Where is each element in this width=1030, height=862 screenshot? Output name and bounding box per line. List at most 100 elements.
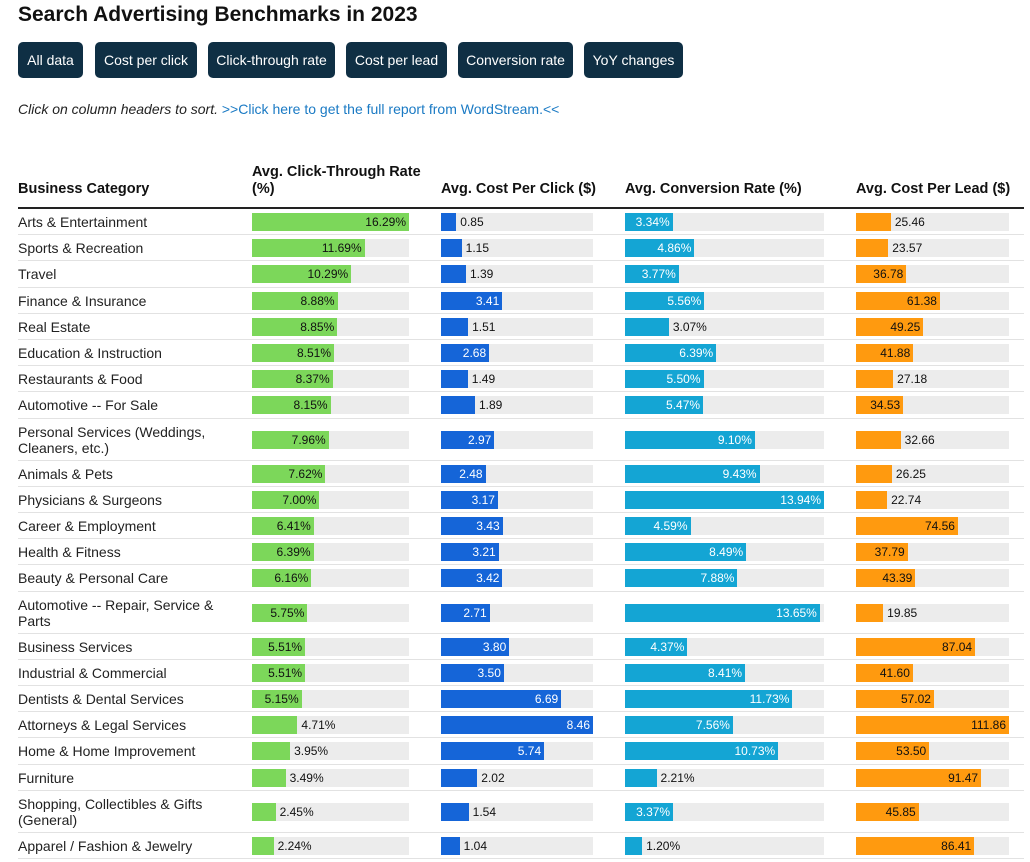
header-divider: [18, 207, 1024, 209]
cpc-bar: [441, 430, 495, 449]
cpl-value-label: 111.86: [971, 718, 1006, 733]
header-business-category[interactable]: Business Category: [18, 181, 150, 197]
cpl-bar: [856, 291, 940, 310]
conversion-rate-track: 9.43%: [625, 464, 824, 483]
cpc-track: 3.43: [441, 517, 593, 536]
filter-conversion-rate-button[interactable]: Conversion rate: [458, 42, 573, 78]
header-cpc[interactable]: Avg. Cost Per Click ($): [441, 181, 596, 197]
cpl-value-label: 43.39: [882, 571, 913, 586]
cpl-bar: [856, 370, 894, 389]
page-title: Search Advertising Benchmarks in 2023: [18, 3, 418, 26]
cpl-value-label: 91.47: [948, 770, 979, 785]
ctr-bar: [252, 836, 274, 855]
conversion-rate-value-label: 1.20%: [646, 838, 681, 853]
category-label: Attorneys & Legal Services: [18, 717, 187, 734]
ctr-track: 3.95%: [252, 742, 409, 761]
table-row: Health & Fitness 6.39% 3.21 8.49% 37.79: [0, 539, 1030, 566]
conversion-rate-value-label: 5.50%: [666, 372, 701, 387]
table-row: Career & Employment 6.41% 3.43 4.59% 74.56: [0, 513, 1030, 540]
conversion-rate-value-label: 3.07%: [672, 319, 707, 334]
cpl-value-label: 34.53: [870, 398, 901, 413]
conversion-rate-bar: [625, 569, 738, 588]
row-divider: [18, 590, 1024, 592]
row-divider: [18, 763, 1024, 765]
category-label: Physicians & Surgeons: [18, 491, 162, 508]
category-label: Restaurants & Food: [18, 371, 143, 388]
ctr-value-label: 8.37%: [295, 372, 330, 387]
header-conversion-rate[interactable]: Avg. Conversion Rate (%): [625, 181, 802, 197]
cpc-value-label: 3.80: [482, 639, 507, 654]
conversion-rate-value-label: 9.43%: [722, 466, 757, 481]
conversion-rate-bar: [625, 543, 747, 562]
table-row: Physicians & Surgeons 7.00% 3.17 13.94% 22.7…: [0, 487, 1030, 513]
conversion-rate-bar: [625, 517, 691, 536]
filter-cost-per-lead-button[interactable]: Cost per lead: [346, 42, 447, 78]
filter-yoy-changes-button[interactable]: YoY changes: [584, 42, 683, 78]
cpl-value-label: 22.74: [891, 492, 922, 507]
conversion-rate-value-label: 5.56%: [667, 293, 702, 308]
conversion-rate-track: 3.77%: [625, 265, 824, 284]
cpc-value-label: 3.43: [476, 519, 500, 534]
cpl-track: 36.78: [856, 265, 1009, 284]
cpc-bar: [441, 690, 562, 709]
row-divider: [18, 286, 1024, 288]
cpl-track: 41.88: [856, 344, 1009, 363]
cpc-track: 5.74: [441, 742, 593, 761]
table-row: Sports & Recreation 11.69% 1.15 4.86% 23.57: [0, 235, 1030, 262]
conversion-rate-bar: [625, 430, 755, 449]
conversion-rate-value-label: 3.77%: [641, 267, 676, 282]
conversion-rate-bar: [625, 802, 674, 821]
cpl-value-label: 53.50: [896, 744, 927, 759]
cpc-value-label: 1.49: [471, 372, 496, 387]
conversion-rate-track: 5.56%: [625, 291, 824, 310]
cpl-track: 23.57: [856, 239, 1009, 258]
ctr-track: 3.49%: [252, 768, 409, 787]
cpc-value-label: 5.74: [517, 744, 542, 759]
cpl-value-label: 37.79: [874, 545, 905, 560]
category-label: Career & Employment: [18, 518, 156, 535]
full-report-link[interactable]: >>Click here to get the full report from…: [221, 101, 560, 117]
cpl-track: 49.25: [856, 317, 1009, 336]
row-divider: [18, 789, 1024, 791]
cpl-bar: [856, 396, 904, 415]
ctr-value-label: 3.49%: [289, 770, 324, 785]
filter-cost-per-click-button[interactable]: Cost per click: [95, 42, 197, 78]
category-label: Education & Instruction: [18, 345, 162, 362]
filter-click-through-rate-button[interactable]: Click-through rate: [208, 42, 335, 78]
cpc-track: 3.50: [441, 663, 593, 682]
ctr-bar: [252, 430, 329, 449]
ctr-bar: [252, 239, 365, 258]
category-label: Arts & Entertainment: [18, 214, 148, 231]
conversion-rate-track: 3.34%: [625, 213, 824, 232]
conversion-rate-value-label: 6.39%: [679, 346, 714, 361]
category-label: Sports & Recreation: [18, 240, 144, 257]
row-divider: [18, 338, 1024, 340]
ctr-track: 8.37%: [252, 370, 409, 389]
cpc-track: 2.97: [441, 430, 593, 449]
row-divider: [18, 511, 1024, 513]
conversion-rate-track: 4.86%: [625, 239, 824, 258]
cpc-bar: [441, 742, 545, 761]
cpl-track: 34.53: [856, 396, 1009, 415]
cpc-value-label: 3.50: [477, 665, 501, 680]
cpc-value-label: 3.41: [475, 293, 500, 308]
conversion-rate-track: 13.65%: [625, 603, 824, 622]
table-row: Beauty & Personal Care 6.16% 3.42 7.88% 43.3…: [0, 565, 1030, 592]
cpc-value-label: 2.71: [463, 605, 487, 620]
category-label: Furniture: [18, 769, 75, 786]
header-ctr[interactable]: Avg. Click-Through Rate (%): [252, 164, 421, 197]
ctr-value-label: 7.96%: [291, 432, 326, 447]
filter-all-data-button[interactable]: All data: [18, 42, 83, 78]
header-cpl[interactable]: Avg. Cost Per Lead ($): [856, 181, 1011, 197]
ctr-value-label: 6.16%: [274, 571, 309, 586]
cpc-track: 1.04: [441, 836, 593, 855]
conversion-rate-bar: [625, 396, 704, 415]
ctr-track: 5.75%: [252, 603, 409, 622]
conversion-rate-bar: [625, 768, 657, 787]
cpl-bar: [856, 716, 1009, 735]
ctr-track: 10.29%: [252, 265, 409, 284]
ctr-track: 6.16%: [252, 569, 409, 588]
row-divider: [18, 417, 1024, 419]
ctr-value-label: 2.24%: [277, 838, 312, 853]
cpc-bar: [441, 490, 498, 509]
